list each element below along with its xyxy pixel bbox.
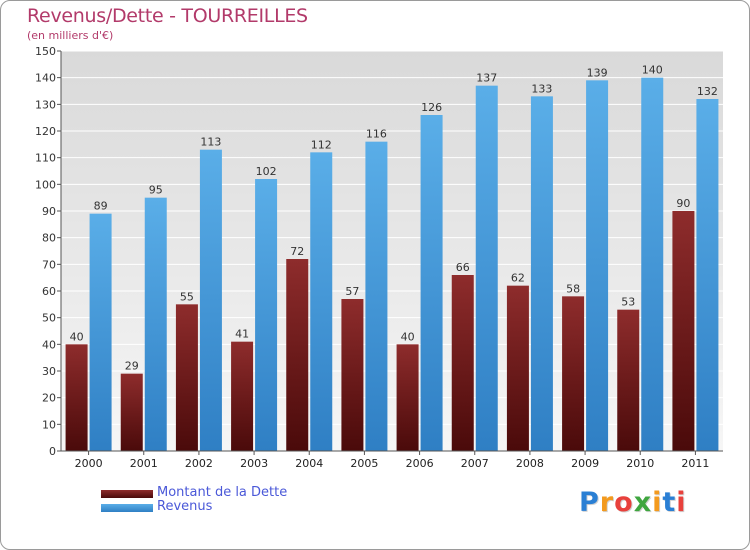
axes: 0 10 20 30 40 50 60 70 80 90 100 110 120 130 140 150 200…	[35, 45, 723, 470]
data-label-dette: 41	[235, 328, 249, 341]
y-tick-label: 50	[42, 312, 56, 325]
bar-revenus	[365, 141, 388, 451]
bar-revenus	[144, 197, 167, 451]
data-label-revenus: 102	[256, 165, 277, 178]
bar-revenus	[586, 80, 609, 451]
y-tick-label: 150	[35, 45, 56, 58]
legend-label-revenus: Revenus	[157, 499, 213, 514]
bar-revenus	[420, 115, 443, 451]
bar-dette	[672, 211, 695, 451]
bar-dette	[451, 275, 474, 451]
x-tick-label: 2003	[240, 457, 268, 470]
x-tick-label: 2008	[516, 457, 544, 470]
data-label-revenus: 113	[200, 136, 221, 149]
logo-letter: t	[662, 487, 677, 518]
data-label-dette: 72	[290, 245, 304, 258]
legend-swatch-revenus	[101, 504, 153, 512]
x-tick-label: 2010	[626, 457, 654, 470]
data-label-revenus: 126	[421, 101, 442, 114]
data-label-dette: 58	[566, 282, 580, 295]
logo-letter: o	[614, 487, 634, 518]
x-tick-label: 2005	[350, 457, 378, 470]
bar-revenus	[199, 149, 222, 451]
bar-dette	[617, 309, 640, 451]
legend-swatch-dette	[101, 490, 153, 498]
plot-area	[61, 51, 723, 451]
y-tick-label: 140	[35, 72, 56, 85]
y-tick-label: 60	[42, 285, 56, 298]
data-label-dette: 57	[345, 285, 359, 298]
y-tick-label: 70	[42, 258, 56, 271]
y-tick-label: 90	[42, 205, 56, 218]
data-label-revenus: 89	[94, 200, 108, 213]
y-tick-label: 0	[49, 445, 56, 458]
x-tick-label: 2006	[406, 457, 434, 470]
bar-revenus	[255, 179, 278, 451]
y-tick-label: 10	[42, 418, 56, 431]
bar-dette	[341, 299, 364, 451]
x-tick-label: 2001	[130, 457, 158, 470]
data-label-revenus: 95	[149, 184, 163, 197]
chart-title: Revenus/Dette - TOURREILLES	[27, 5, 308, 27]
y-tick-label: 80	[42, 232, 56, 245]
data-label-dette: 53	[621, 296, 635, 309]
logo-letter: i	[676, 487, 687, 518]
data-label-revenus: 140	[642, 64, 663, 77]
y-tick-label: 40	[42, 338, 56, 351]
data-label-dette: 62	[511, 272, 525, 285]
bars	[65, 77, 719, 452]
bar-dette	[231, 341, 254, 451]
y-tick-label: 100	[35, 178, 56, 191]
proxiti-logo: Proxiti	[579, 487, 687, 518]
data-label-revenus: 133	[531, 82, 552, 95]
logo-letter: x	[633, 487, 653, 518]
bar-dette	[286, 259, 309, 451]
logo-letter: r	[599, 487, 615, 518]
legend-label-dette: Montant de la Dette	[157, 485, 288, 500]
data-label-dette: 40	[401, 330, 415, 343]
data-label-dette: 29	[125, 360, 139, 373]
y-tick-label: 20	[42, 392, 56, 405]
bar-revenus	[696, 99, 719, 451]
chart-subtitle: (en milliers d'€)	[27, 29, 114, 42]
data-label-revenus: 139	[587, 66, 608, 79]
bar-revenus	[310, 152, 333, 452]
x-tick-label: 2011	[681, 457, 709, 470]
x-tick-label: 2004	[295, 457, 323, 470]
data-label-dette: 90	[676, 197, 690, 210]
logo-letter: i	[652, 487, 663, 518]
data-labels: 40 89 29 95 55 113 41 102 72 112 57 116 40 126 66 137 62…	[70, 64, 718, 373]
x-tick-label: 2002	[185, 457, 213, 470]
y-tick-label: 120	[35, 125, 56, 138]
gridlines	[61, 50, 723, 452]
bar-revenus	[89, 213, 112, 451]
x-tick-label: 2009	[571, 457, 599, 470]
x-tick-label: 2000	[75, 457, 103, 470]
x-tick-label: 2007	[461, 457, 489, 470]
data-label-revenus: 137	[476, 72, 497, 85]
bar-revenus	[475, 85, 498, 452]
data-label-dette: 40	[70, 330, 84, 343]
bar-dette	[396, 344, 419, 451]
bar-dette	[120, 373, 143, 451]
data-label-revenus: 116	[366, 128, 387, 141]
data-label-dette: 66	[456, 261, 470, 274]
bar-dette	[65, 344, 88, 451]
bar-dette	[562, 296, 585, 451]
data-label-revenus: 112	[311, 138, 332, 151]
logo-letter: P	[579, 487, 600, 518]
y-tick-label: 30	[42, 365, 56, 378]
bar-dette	[175, 304, 198, 451]
y-tick-label: 130	[35, 98, 56, 111]
bar-revenus	[530, 96, 553, 451]
y-tick-label: 110	[35, 152, 56, 165]
bar-revenus	[641, 77, 664, 452]
data-label-dette: 55	[180, 290, 194, 303]
bar-dette	[506, 285, 529, 451]
data-label-revenus: 132	[697, 85, 718, 98]
